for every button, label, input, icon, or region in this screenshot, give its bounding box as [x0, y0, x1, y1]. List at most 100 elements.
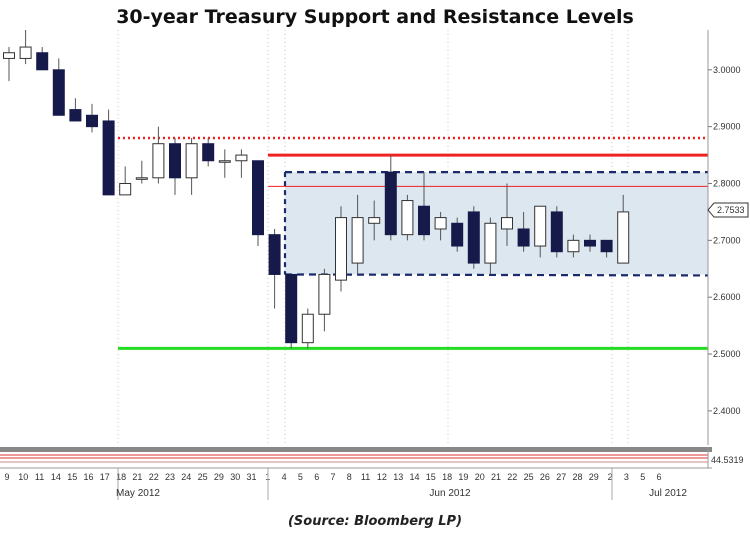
candle-body	[501, 217, 513, 230]
channel-lower-line	[284, 273, 709, 277]
candle	[467, 206, 480, 269]
month-label: May 2012	[116, 488, 160, 499]
candle	[335, 206, 347, 292]
source-note: (Source: Bloomberg LP)	[287, 514, 463, 529]
candle-body	[467, 211, 480, 264]
candle-body	[517, 228, 530, 247]
candle-body	[202, 143, 215, 162]
candle-body	[434, 217, 447, 230]
candle	[534, 205, 547, 258]
x-tick-label: 25	[524, 472, 534, 482]
candle-body	[19, 46, 32, 59]
candle	[501, 183, 513, 247]
x-tick-label: 5	[298, 472, 303, 482]
x-tick-label: 6	[656, 472, 661, 482]
candle-body	[235, 154, 248, 162]
candle	[517, 211, 530, 252]
candle-body	[185, 143, 198, 179]
candle	[434, 211, 447, 241]
candle	[19, 30, 32, 65]
x-tick-label: 12	[377, 472, 387, 482]
x-tick-label: 31	[246, 472, 256, 482]
x-tick-label: 15	[67, 472, 77, 482]
candle-body	[484, 222, 497, 264]
candle	[3, 47, 15, 82]
candle	[235, 149, 248, 178]
y-axis: 3.0000 2.9000 2.8000 2.7000 2.6000 2.5000 2.40…	[707, 30, 749, 445]
candle	[218, 149, 231, 178]
x-tick-label: 10	[18, 472, 28, 482]
x-tick-label: 6	[314, 472, 319, 482]
x-tick-label: 20	[475, 472, 485, 482]
candle-body	[584, 239, 596, 247]
candle-body	[268, 234, 281, 275]
level-lines	[118, 136, 708, 350]
x-tick-label: 28	[572, 472, 582, 482]
x-tick-label: 5	[640, 472, 645, 482]
candle-body	[617, 211, 630, 264]
candle-body	[252, 160, 264, 236]
x-tick-label: 14	[409, 472, 419, 482]
candle	[135, 160, 148, 184]
candle	[600, 239, 613, 258]
candle	[451, 217, 464, 252]
x-tick-label: 24	[181, 472, 191, 482]
candle-body	[218, 160, 231, 163]
x-tick-label: 14	[51, 472, 61, 482]
candles	[3, 30, 630, 349]
y-tick-label: 2.4000	[713, 406, 741, 416]
candle	[584, 234, 596, 252]
y-tick-label: 2.6000	[713, 292, 741, 302]
y-tick-label: 3.0000	[713, 65, 741, 75]
x-tick-label: 26	[540, 472, 550, 482]
candle-body	[169, 143, 181, 179]
candle	[268, 228, 281, 309]
candle	[368, 200, 381, 241]
x-tick-label: 8	[347, 472, 352, 482]
x-tick-label: 11	[361, 472, 370, 482]
x-axis: 9101114151617182122232425293031145678111…	[0, 467, 712, 500]
candle	[152, 126, 165, 184]
candle	[484, 217, 497, 275]
candle-body	[86, 114, 98, 128]
candle-body	[135, 177, 148, 180]
candle-body	[152, 143, 165, 179]
candle	[169, 138, 181, 195]
candle	[318, 268, 331, 332]
y-tick-label: 2.7000	[713, 235, 741, 245]
candle	[567, 234, 580, 258]
candle	[86, 103, 98, 133]
x-tick-label: 15	[426, 472, 436, 482]
x-tick-label: 18	[442, 472, 452, 482]
candle-body	[384, 171, 397, 236]
candle	[69, 98, 82, 122]
month-label: Jul 2012	[649, 488, 687, 499]
candle	[285, 273, 298, 349]
lower-panel-label: 44.5319	[711, 455, 744, 465]
candle-body	[368, 217, 381, 224]
candle-body	[102, 120, 115, 196]
candle-body	[567, 239, 580, 253]
x-tick-label: 3	[624, 472, 629, 482]
x-tick-label: 13	[393, 472, 403, 482]
x-tick-label: 21	[132, 472, 142, 482]
candle	[617, 194, 630, 264]
y-tick-label: 2.5000	[713, 349, 741, 359]
trading-channel	[283, 171, 709, 277]
chart-title: 30-year Treasury Support and Resistance …	[116, 6, 634, 28]
y-tick-label: 2.9000	[713, 122, 741, 132]
candle-body	[119, 182, 132, 196]
x-tick-label: 4	[282, 472, 287, 482]
candle-body	[401, 200, 414, 236]
channel-fill	[285, 172, 708, 275]
candle	[119, 166, 132, 196]
x-tick-label: 29	[589, 472, 599, 482]
candle	[418, 172, 430, 241]
x-tick-label: 27	[556, 472, 566, 482]
candle	[185, 138, 198, 195]
x-tick-label: 9	[4, 472, 9, 482]
candle	[202, 138, 215, 167]
x-tick-label: 2	[608, 472, 613, 482]
candle	[36, 47, 49, 71]
